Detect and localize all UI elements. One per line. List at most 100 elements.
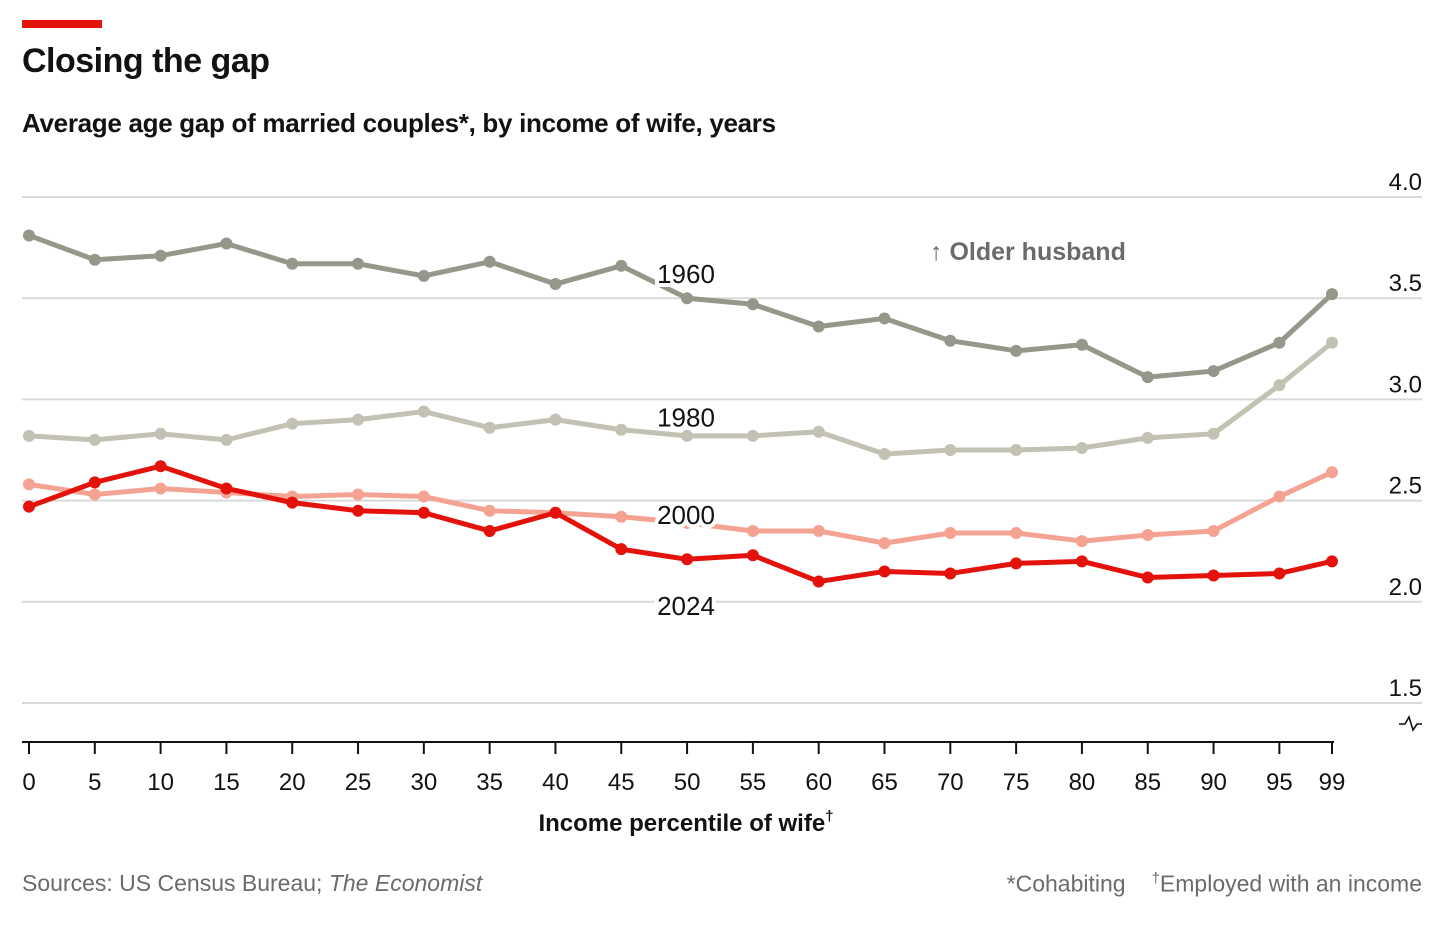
x-tick-label: 40 — [542, 769, 569, 796]
data-point — [220, 433, 233, 446]
x-tick-label: 45 — [608, 769, 635, 796]
data-point — [615, 423, 628, 436]
data-point — [154, 427, 167, 440]
x-tick-label: 30 — [410, 769, 437, 796]
x-tick-label: 60 — [805, 769, 832, 796]
x-tick-label: 15 — [213, 769, 240, 796]
x-tick-label: 50 — [674, 769, 701, 796]
x-axis-title: Income percentile of wife† — [538, 808, 833, 837]
note-cohabiting: *Cohabiting — [1006, 870, 1126, 897]
data-point — [681, 516, 694, 529]
y-tick-label: 1.5 — [1389, 675, 1422, 702]
sources-italic: The Economist — [328, 870, 483, 896]
data-point — [286, 496, 299, 509]
x-tick-label: 55 — [740, 769, 767, 796]
data-point — [352, 257, 365, 270]
data-point — [1010, 557, 1023, 570]
data-point — [23, 229, 35, 242]
older-husband-annotation: ↑ Older husband — [930, 238, 1126, 266]
data-point — [352, 413, 365, 426]
data-point — [1010, 526, 1023, 539]
data-point — [417, 269, 430, 282]
data-point — [944, 444, 957, 456]
data-point — [1273, 336, 1286, 349]
data-point — [549, 278, 562, 291]
data-point — [1075, 535, 1088, 548]
data-point — [549, 413, 562, 426]
x-tick-label: 5 — [88, 769, 101, 796]
data-point — [878, 448, 891, 461]
series-2024 — [23, 460, 1338, 588]
data-point — [1273, 379, 1286, 392]
x-tick-label: 90 — [1200, 769, 1227, 796]
x-tick-label: 10 — [147, 769, 174, 796]
data-point — [23, 478, 35, 491]
x-tick-label: 70 — [937, 769, 964, 796]
data-point — [154, 249, 167, 262]
x-tick-label: 75 — [1003, 769, 1030, 796]
brand-accent-bar — [22, 20, 102, 28]
data-point — [878, 565, 891, 578]
x-axis: 0 5 10 15 20 25 30 35 40 45 50 55 60 65 70 75 80 85 90 95 99 — [22, 714, 1422, 796]
y-tick-label: 3.0 — [1389, 371, 1422, 398]
chart-subtitle: Average age gap of married couples*, by … — [22, 108, 776, 138]
footnotes: *Cohabiting †Employed with an income — [1007, 870, 1422, 898]
note-dagger: † — [1151, 870, 1160, 887]
data-point — [23, 429, 35, 442]
data-point — [746, 298, 759, 311]
data-point — [878, 312, 891, 325]
data-point — [220, 482, 233, 495]
data-point — [812, 524, 825, 537]
data-point — [1326, 288, 1338, 301]
data-point — [812, 575, 825, 588]
data-point — [88, 433, 101, 446]
x-axis-title-mark: † — [825, 808, 833, 825]
data-point — [23, 500, 35, 513]
x-tick-label: 80 — [1069, 769, 1096, 796]
data-point — [88, 476, 101, 489]
data-point — [1326, 336, 1338, 349]
series-labels: 1960 1980 2000 2024 — [653, 255, 719, 625]
series-line-1960 — [26, 232, 1335, 380]
data-point — [220, 237, 233, 250]
x-tick-label: 20 — [279, 769, 306, 796]
series-label-2000: 2000 — [657, 500, 715, 530]
x-tick-label: 25 — [345, 769, 372, 796]
data-point — [615, 543, 628, 556]
data-point — [1141, 431, 1154, 444]
data-point — [483, 421, 496, 434]
data-point — [944, 567, 957, 580]
data-point — [1207, 524, 1220, 537]
data-point — [944, 526, 957, 539]
data-point — [1075, 441, 1088, 454]
data-point — [746, 524, 759, 537]
data-point — [286, 257, 299, 270]
note-employed: Employed with an income — [1159, 870, 1422, 897]
data-point — [549, 506, 562, 519]
x-tick-label: 65 — [871, 769, 898, 796]
data-point — [1207, 569, 1220, 582]
data-point — [878, 537, 891, 550]
y-tick-label: 3.5 — [1389, 270, 1422, 297]
data-point — [681, 553, 694, 566]
data-point — [1075, 338, 1088, 351]
data-point — [812, 425, 825, 438]
data-point — [483, 524, 496, 537]
data-point — [1010, 444, 1023, 456]
series-1980 — [23, 336, 1338, 461]
y-tick-label: 2.0 — [1389, 574, 1422, 601]
axis-break-icon — [1399, 714, 1422, 732]
y-tick-label: 2.5 — [1389, 473, 1422, 500]
data-point — [88, 253, 101, 266]
data-point — [1326, 555, 1338, 568]
data-point — [812, 320, 825, 333]
x-tick-label: 85 — [1134, 769, 1161, 796]
data-point — [154, 482, 167, 495]
series-lines — [23, 229, 1338, 588]
data-point — [483, 255, 496, 268]
series-1960 — [23, 229, 1338, 384]
data-point — [944, 334, 957, 347]
data-point — [1141, 571, 1154, 584]
gridlines — [22, 196, 1422, 704]
